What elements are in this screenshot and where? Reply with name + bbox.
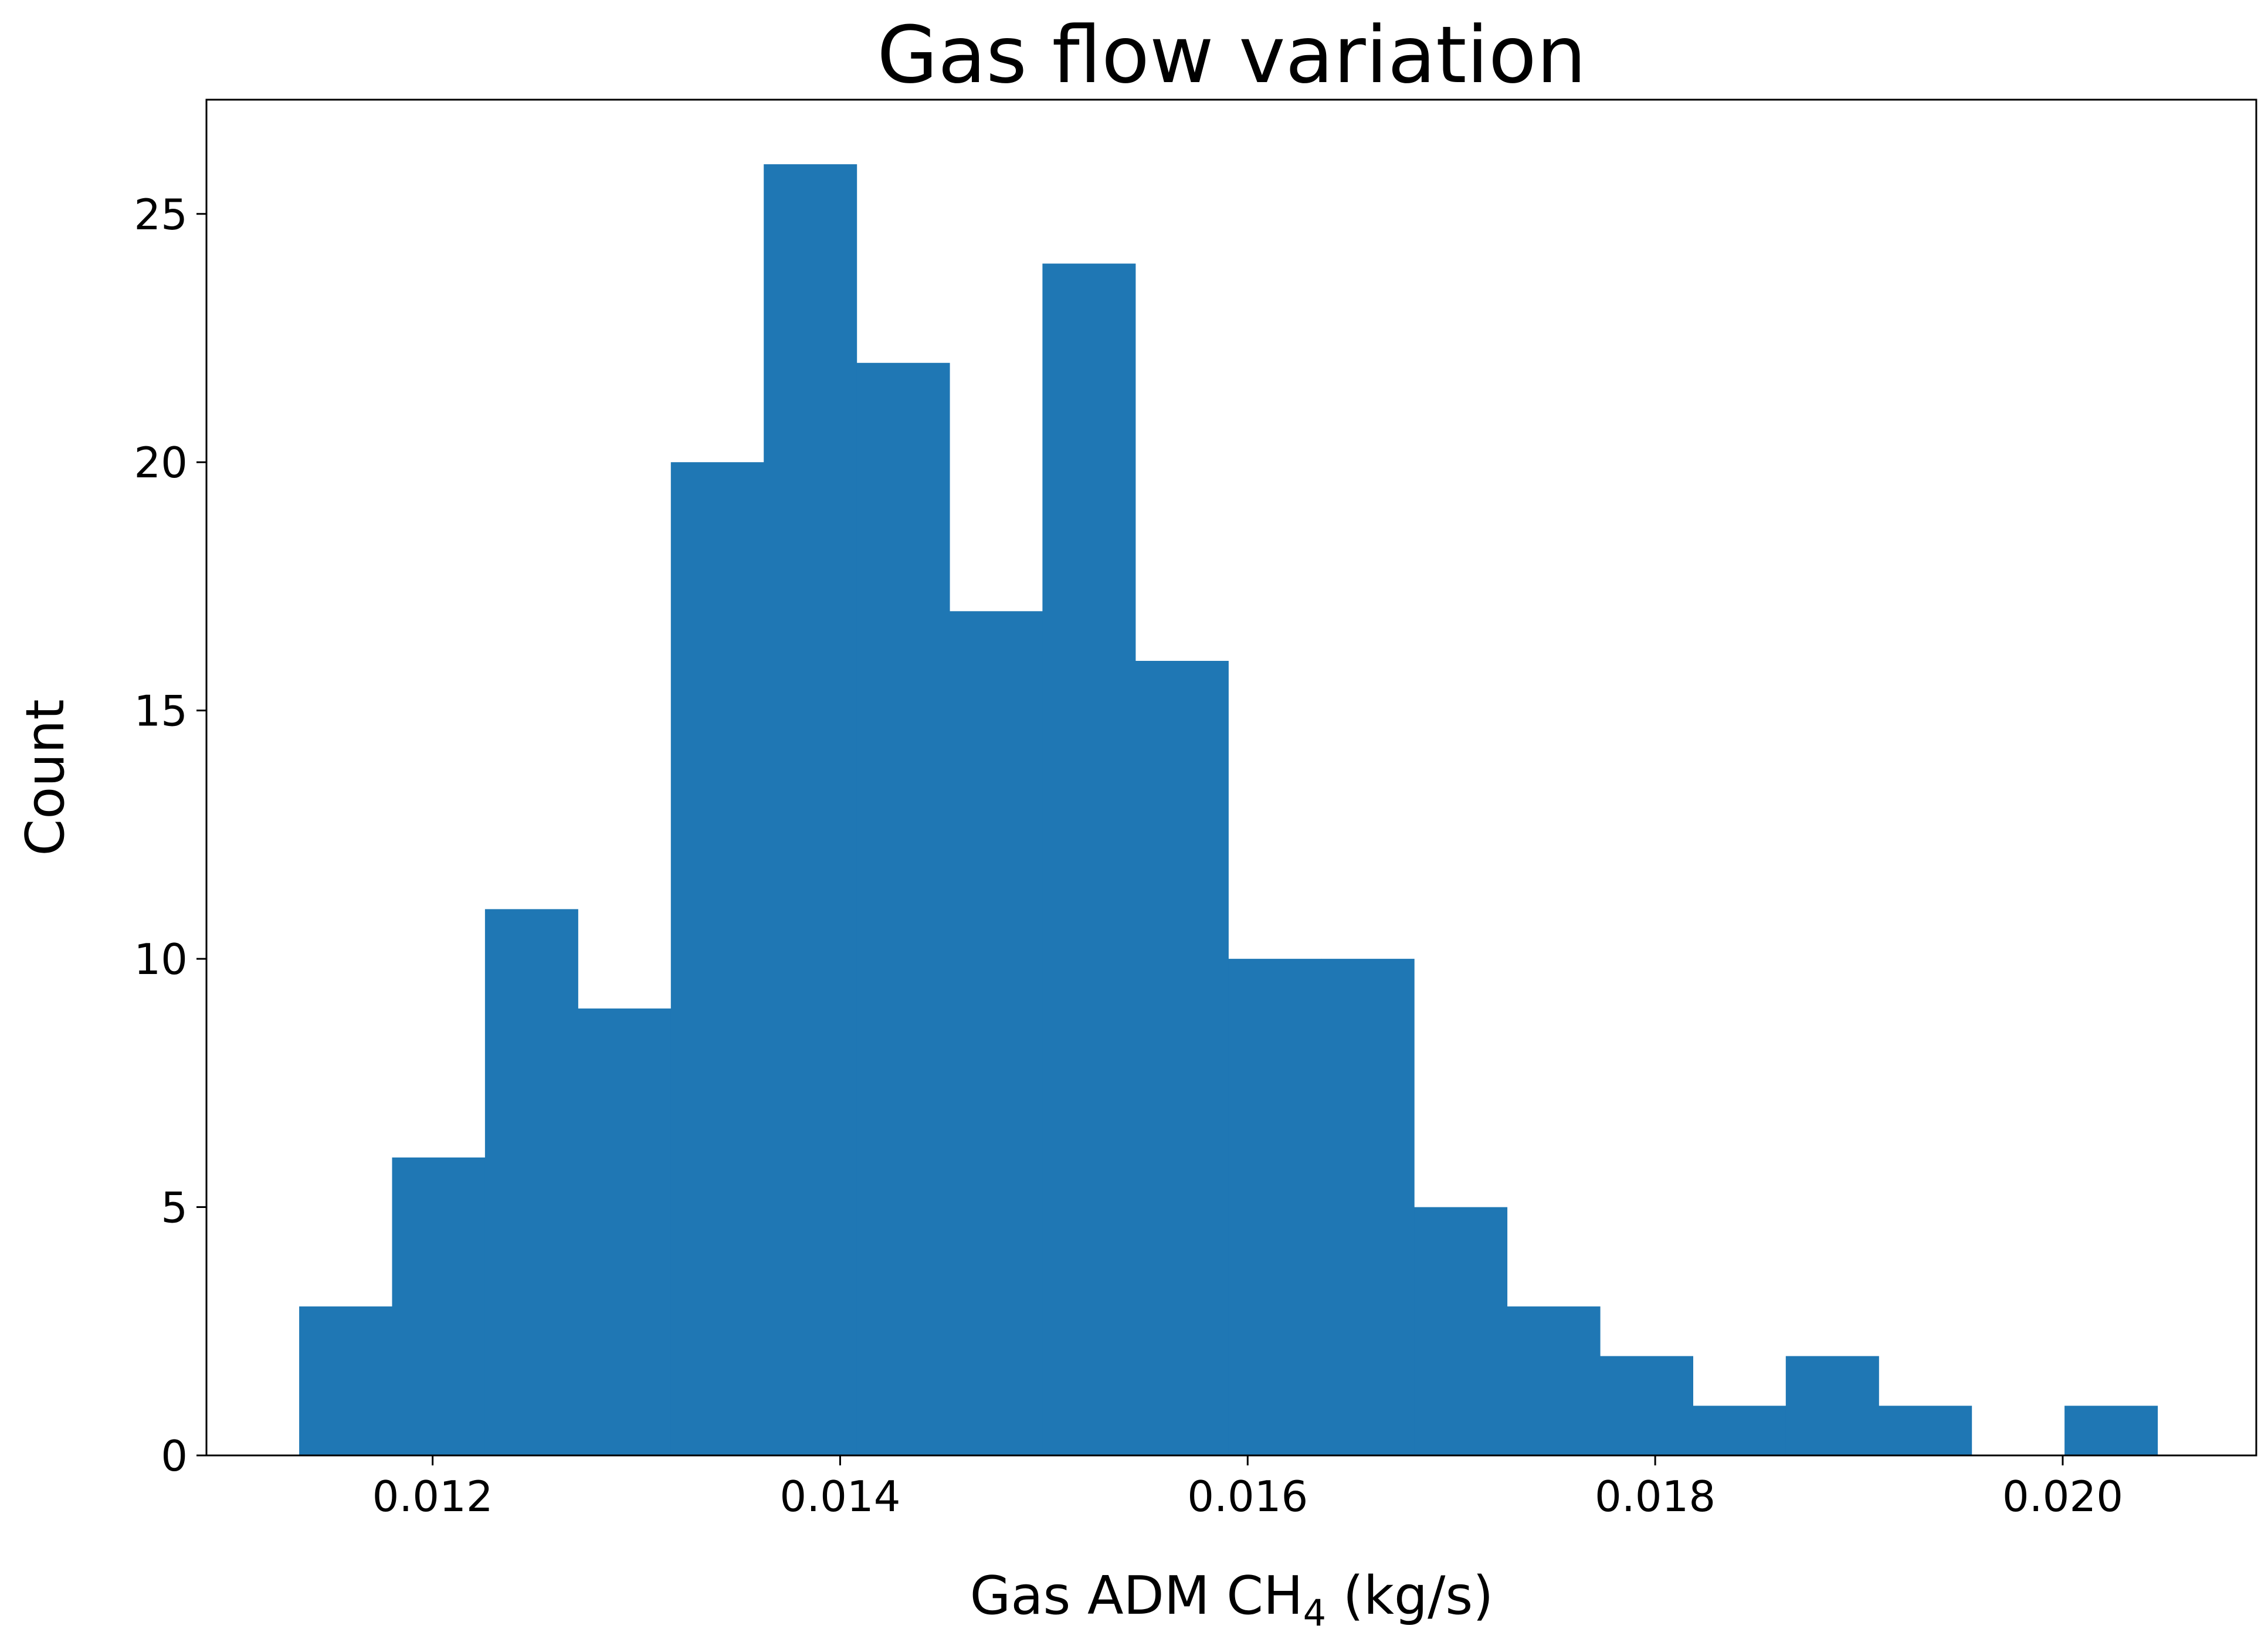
plot-frame (205, 99, 2257, 1457)
y-tick-label: 10 (134, 935, 188, 984)
x-axis-label-unit: (kg/s) (1326, 1565, 1493, 1627)
histogram-bar (2064, 1406, 2158, 1455)
x-tick-label: 0.016 (1187, 1472, 1308, 1521)
y-tick-label: 20 (134, 438, 188, 487)
histogram-bar (764, 164, 857, 1455)
y-axis-ticks: 0 5 10 15 20 25 (134, 190, 206, 1481)
y-tick-label: 0 (161, 1431, 188, 1481)
histogram-bar (578, 1008, 672, 1455)
histogram-bar (1785, 1356, 1879, 1455)
histogram-bar (1042, 263, 1136, 1455)
histogram-bar (950, 611, 1043, 1455)
histogram-bar (1321, 959, 1415, 1455)
y-tick-label: 15 (134, 687, 188, 736)
histogram-bar (299, 1306, 393, 1455)
histogram-bar (1414, 1207, 1508, 1455)
histogram-bars (299, 164, 2158, 1456)
x-tick-label: 0.020 (2002, 1472, 2123, 1521)
x-axis-ticks: 0.012 0.014 0.016 0.018 0.020 (372, 1455, 2123, 1521)
chart-title: Gas flow variation (877, 9, 1586, 101)
histogram-bar (1600, 1356, 1693, 1455)
histogram-bar (392, 1157, 486, 1455)
x-tick-label: 0.014 (779, 1472, 900, 1521)
y-axis-label: Count (15, 699, 76, 856)
histogram-bar (1228, 959, 1322, 1455)
x-tick-label: 0.012 (372, 1472, 493, 1521)
histogram-bar (1693, 1406, 1786, 1455)
histogram-bar (484, 909, 578, 1455)
histogram-bar (1135, 661, 1229, 1455)
histogram-bar (1507, 1306, 1601, 1455)
x-axis-label-main: Gas ADM CH (970, 1565, 1303, 1627)
y-tick-label: 25 (134, 190, 188, 239)
histogram-bar (1879, 1406, 1972, 1455)
x-tick-label: 0.018 (1595, 1472, 1716, 1521)
x-axis-label: Gas ADM CH4 (kg/s) (970, 1565, 1494, 1634)
histogram-bar (856, 362, 950, 1455)
histogram-bar (670, 462, 764, 1456)
x-axis-label-subscript: 4 (1303, 1591, 1326, 1634)
y-tick-label: 5 (161, 1183, 188, 1233)
